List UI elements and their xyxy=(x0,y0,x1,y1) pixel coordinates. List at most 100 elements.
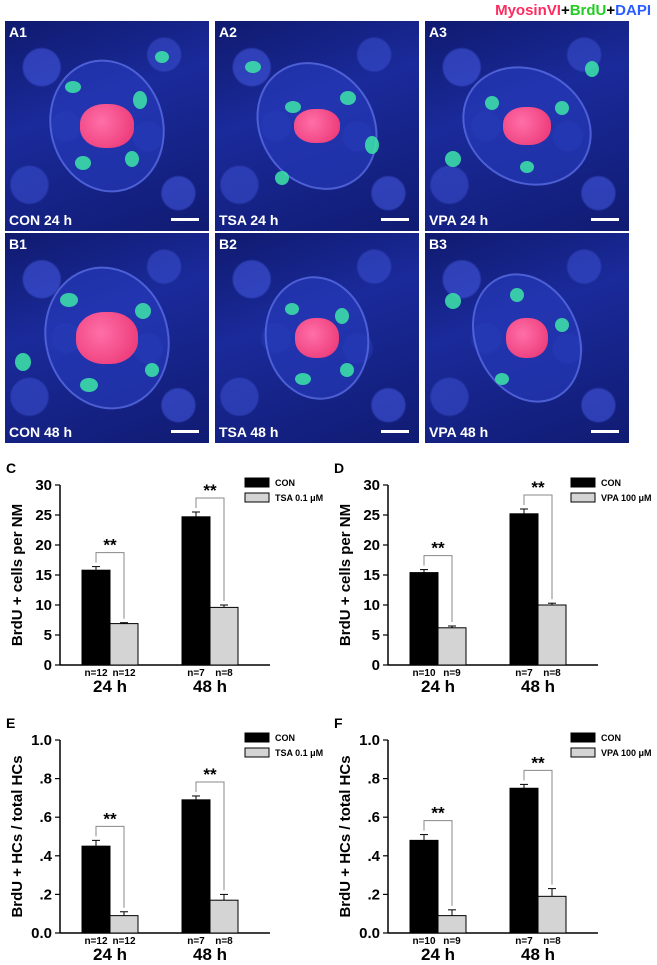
y-tick-label: 1.0 xyxy=(31,732,52,749)
scale-bar xyxy=(171,430,199,433)
bar xyxy=(437,627,467,666)
legend-label: CON xyxy=(275,733,295,743)
y-axis-label: BrdU + cells per NM xyxy=(9,504,26,646)
y-tick-label: 5 xyxy=(44,627,52,644)
chart-c: C BrdU + cells per NM 0 5 10 15 20 25 30 n=12 n=12… xyxy=(0,450,323,700)
y-tick-label: 0.0 xyxy=(359,925,380,942)
legend-label: VPA 100 μM xyxy=(601,493,652,503)
bar xyxy=(209,899,239,934)
brdu-nucleus xyxy=(585,61,599,77)
panel-letter: D xyxy=(334,460,344,476)
brdu-nucleus xyxy=(510,288,524,302)
y-tick-label: .6 xyxy=(39,809,52,826)
brdu-nucleus xyxy=(125,151,139,167)
scale-bar xyxy=(591,218,619,221)
y-tick-label: 30 xyxy=(363,477,380,494)
x-category-label: 48 h xyxy=(193,677,227,696)
panel-letter: C xyxy=(6,460,16,476)
brdu-nucleus xyxy=(340,363,354,377)
significance-bracket xyxy=(195,781,225,891)
scale-bar xyxy=(591,430,619,433)
n-label: n=10 xyxy=(412,668,436,679)
bar xyxy=(409,572,439,666)
brdu-nucleus xyxy=(145,363,159,377)
bar xyxy=(109,623,139,666)
legend-swatch xyxy=(244,747,270,758)
y-tick-label: 0 xyxy=(372,657,380,674)
brdu-nucleus xyxy=(495,373,509,385)
significance-bracket xyxy=(423,555,453,622)
n-label: n=9 xyxy=(443,668,461,679)
x-category-label: 24 h xyxy=(421,677,455,696)
legend-label: VPA 100 μM xyxy=(601,748,652,758)
panel-caption: TSA 48 h xyxy=(219,424,279,440)
x-category-label: 48 h xyxy=(193,945,227,964)
bar xyxy=(81,569,111,666)
panel-a2: A2 TSA 24 h xyxy=(215,21,419,231)
y-tick-label: .4 xyxy=(367,848,380,865)
legend-label: TSA 0.1 μM xyxy=(275,748,323,758)
x-category-label: 48 h xyxy=(521,677,555,696)
n-label: n=7 xyxy=(515,936,533,947)
panel-id: B1 xyxy=(9,236,27,252)
panel-id: A3 xyxy=(429,24,447,40)
chart-d: D BrdU + cells per NM 0 5 10 15 20 25 30 n=10 n=9 *… xyxy=(328,450,653,700)
hair-cell-cluster xyxy=(506,318,548,358)
panel-a3: A3 VPA 24 h xyxy=(425,21,629,231)
y-tick-label: 20 xyxy=(363,537,380,554)
significance-label: ** xyxy=(431,804,445,823)
brdu-nucleus xyxy=(75,156,91,170)
legend-myosin: MyosinVI xyxy=(495,2,561,19)
panel-caption: TSA 24 h xyxy=(219,212,279,228)
legend-swatch xyxy=(244,492,270,503)
panel-caption: VPA 48 h xyxy=(429,424,489,440)
brdu-nucleus xyxy=(245,61,261,73)
legend-label: CON xyxy=(275,478,295,488)
bar xyxy=(109,915,139,934)
panel-b1: B1 CON 48 h xyxy=(5,233,209,443)
brdu-nucleus xyxy=(155,51,169,63)
significance-bracket xyxy=(95,825,125,908)
legend-swatch xyxy=(570,492,596,503)
y-tick-label: 0 xyxy=(44,657,52,674)
significance-bracket xyxy=(523,769,553,885)
panel-id: A1 xyxy=(9,24,27,40)
hair-cell-cluster xyxy=(294,109,340,143)
panel-id: A2 xyxy=(219,24,237,40)
y-tick-label: 5 xyxy=(372,627,380,644)
bar xyxy=(81,845,111,934)
y-axis-label: BrdU + HCs / total HCs xyxy=(9,755,26,917)
bar xyxy=(181,799,211,934)
panel-caption: CON 24 h xyxy=(9,212,73,228)
significance-bracket xyxy=(95,552,125,619)
brdu-nucleus xyxy=(275,171,289,185)
brdu-nucleus xyxy=(340,91,356,105)
legend-swatch xyxy=(570,732,596,743)
significance-label: ** xyxy=(531,753,545,772)
n-label: n=8 xyxy=(215,936,233,947)
legend-dapi: DAPI xyxy=(615,2,651,19)
panel-id: B2 xyxy=(219,236,237,252)
significance-label: ** xyxy=(431,539,445,558)
bar xyxy=(509,787,539,934)
brdu-nucleus xyxy=(445,293,461,309)
n-label: n=12 xyxy=(112,936,136,947)
chart-e: E BrdU + HCs / total HCs 0.0 .2 .4 .6 .8 1.0 n=1… xyxy=(0,705,323,964)
panel-a1: A1 CON 24 h xyxy=(5,21,209,231)
brdu-nucleus xyxy=(285,101,301,113)
n-label: n=7 xyxy=(187,936,205,947)
panel-id: B3 xyxy=(429,236,447,252)
scale-bar xyxy=(171,218,199,221)
y-tick-label: .4 xyxy=(39,848,52,865)
y-tick-label: .8 xyxy=(367,771,380,788)
y-tick-label: .8 xyxy=(39,771,52,788)
significance-bracket xyxy=(195,497,225,601)
bar xyxy=(537,895,567,934)
brdu-nucleus xyxy=(520,161,534,173)
hair-cell-cluster xyxy=(503,107,551,145)
y-tick-label: 15 xyxy=(363,567,380,584)
x-category-label: 24 h xyxy=(421,945,455,964)
brdu-nucleus xyxy=(555,318,569,332)
brdu-nucleus xyxy=(485,96,499,110)
y-axis-label: BrdU + HCs / total HCs xyxy=(337,755,354,917)
